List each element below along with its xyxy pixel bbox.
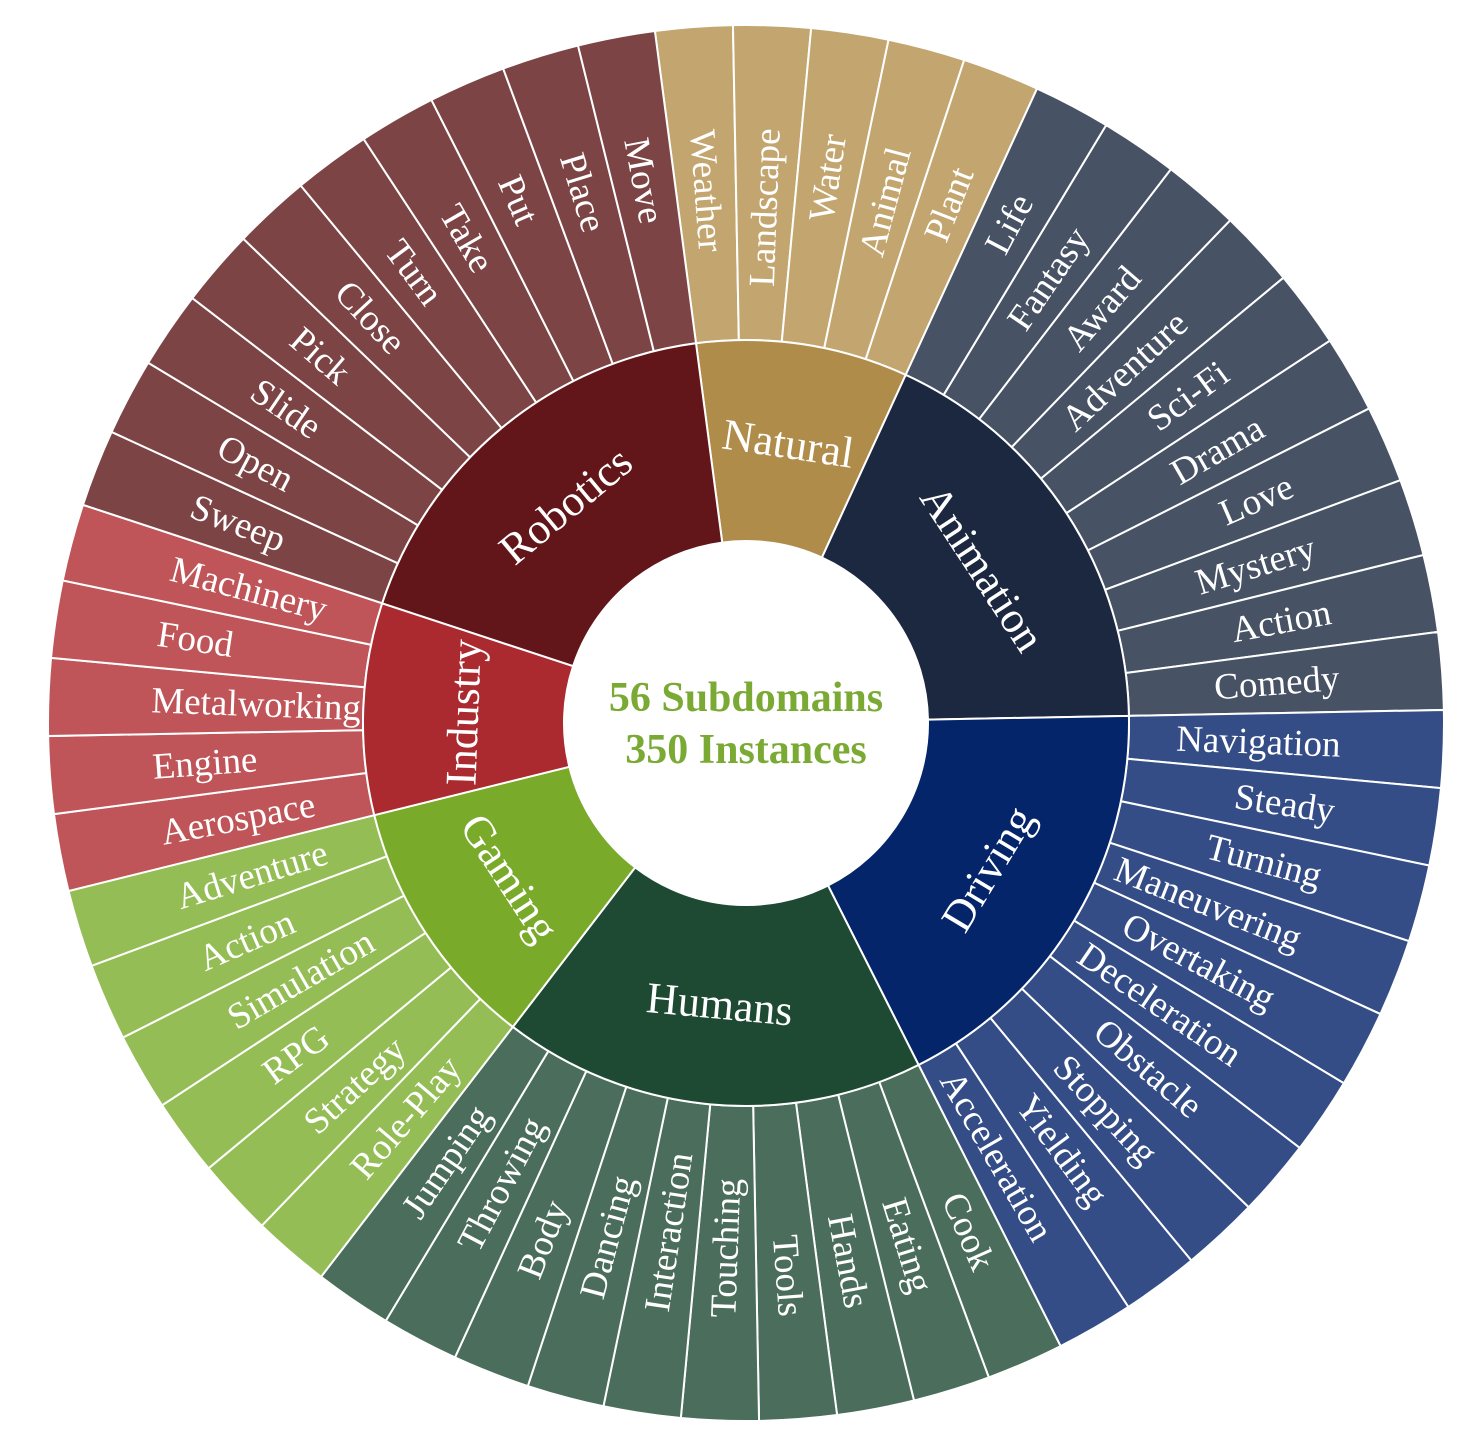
domain-ring: NaturalAnimationDrivingHumansGamingIndus…: [362, 339, 1130, 1107]
leaf-ring: Weather Landscape WaterAnimalPlantLifeFant…: [47, 24, 1445, 1422]
leaf-label-industry-engine: Engine: [151, 739, 259, 788]
center-title-instances: 350 Instances: [625, 727, 867, 773]
leaf-label-natural-landscape: Landscape: [742, 128, 789, 288]
domain-label-industry: Industry: [436, 638, 490, 786]
leaf-label-natural-weather: Weather: [681, 128, 731, 253]
leaf-label-humans-tools: Tools: [764, 1233, 811, 1318]
leaf-label-animation-comedy: Comedy: [1213, 658, 1342, 708]
center-disc: [564, 541, 928, 905]
leaf-label-humans-touching: Touching: [703, 1178, 749, 1319]
leaf-label-driving-navigation: Navigation: [1176, 719, 1342, 766]
leaf-label-industry-metalworking: Metalworking: [151, 680, 362, 729]
chart-center: 56 Subdomains 350 Instances: [564, 541, 928, 905]
center-title-subdomains: 56 Subdomains: [609, 675, 883, 721]
